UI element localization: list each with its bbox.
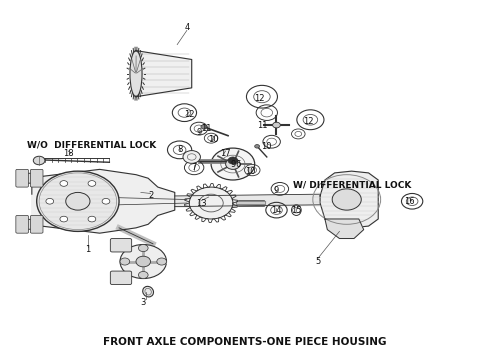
Circle shape: [46, 198, 53, 204]
FancyBboxPatch shape: [110, 271, 132, 284]
Text: 9: 9: [274, 186, 279, 195]
FancyBboxPatch shape: [16, 169, 28, 187]
Text: 12: 12: [184, 110, 195, 119]
Circle shape: [228, 157, 238, 164]
FancyBboxPatch shape: [30, 169, 43, 187]
Circle shape: [88, 181, 96, 186]
Circle shape: [60, 181, 68, 186]
Text: 9: 9: [230, 159, 236, 168]
Circle shape: [60, 216, 68, 222]
Circle shape: [332, 189, 361, 210]
Text: 6: 6: [235, 159, 241, 168]
Text: 10: 10: [208, 135, 219, 144]
Text: 17: 17: [220, 149, 231, 158]
Text: 12: 12: [254, 94, 265, 103]
Text: 1: 1: [85, 244, 90, 253]
Ellipse shape: [19, 219, 40, 229]
FancyBboxPatch shape: [16, 215, 28, 233]
Circle shape: [138, 271, 148, 279]
Circle shape: [255, 145, 260, 148]
Circle shape: [102, 198, 110, 204]
Text: 4: 4: [184, 23, 190, 32]
Text: 3: 3: [141, 298, 146, 307]
Circle shape: [201, 125, 207, 129]
Circle shape: [120, 258, 130, 265]
Circle shape: [183, 150, 200, 163]
Ellipse shape: [143, 286, 153, 297]
Text: 13: 13: [196, 198, 207, 207]
Circle shape: [189, 187, 233, 219]
Text: 15: 15: [291, 206, 301, 215]
FancyBboxPatch shape: [30, 215, 43, 233]
Text: 14: 14: [271, 206, 282, 215]
Ellipse shape: [19, 173, 40, 183]
Text: FRONT AXLE COMPONENTS-ONE PIECE HOUSING: FRONT AXLE COMPONENTS-ONE PIECE HOUSING: [103, 337, 387, 347]
Polygon shape: [136, 51, 192, 97]
Text: 9: 9: [196, 128, 201, 137]
Polygon shape: [320, 171, 378, 228]
Circle shape: [211, 148, 255, 180]
Circle shape: [66, 192, 90, 210]
Circle shape: [88, 216, 96, 222]
Text: 11: 11: [201, 124, 212, 133]
Text: 5: 5: [315, 257, 320, 266]
Text: 18: 18: [63, 149, 74, 158]
Text: 12: 12: [303, 117, 313, 126]
Text: W/ DIFFERENTIAL LOCK: W/ DIFFERENTIAL LOCK: [294, 181, 412, 190]
Circle shape: [157, 258, 167, 265]
Circle shape: [272, 122, 280, 128]
Ellipse shape: [130, 51, 142, 97]
Text: 16: 16: [404, 197, 415, 206]
Circle shape: [120, 244, 167, 279]
Text: 8: 8: [177, 145, 182, 154]
Polygon shape: [32, 169, 175, 233]
Text: 11: 11: [257, 121, 267, 130]
Text: 7: 7: [192, 163, 197, 172]
Circle shape: [136, 256, 150, 267]
Circle shape: [225, 159, 240, 169]
Polygon shape: [325, 219, 364, 238]
Text: 2: 2: [148, 192, 153, 201]
Text: 10: 10: [262, 142, 272, 151]
Circle shape: [138, 244, 148, 252]
Text: W/O  DIFFERENTIAL LOCK: W/O DIFFERENTIAL LOCK: [27, 140, 156, 149]
Circle shape: [33, 156, 45, 165]
Text: 10: 10: [245, 167, 255, 176]
Circle shape: [37, 171, 119, 231]
FancyBboxPatch shape: [110, 238, 132, 252]
